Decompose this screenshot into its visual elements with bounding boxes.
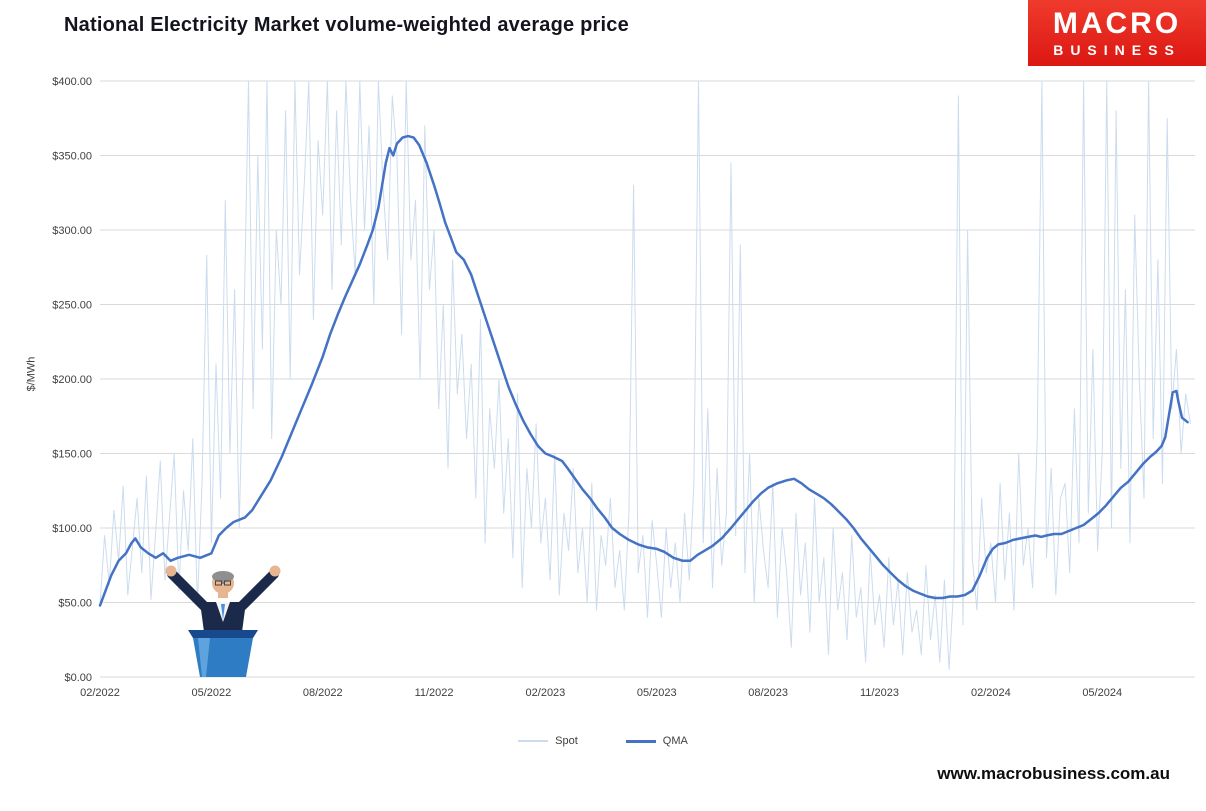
legend-item-qma: QMA bbox=[625, 735, 688, 747]
legend-swatch-spot bbox=[518, 740, 549, 742]
x-tick-label: 11/2022 bbox=[415, 687, 454, 699]
y-tick-label: $100.00 bbox=[52, 523, 92, 535]
x-tick-label: 05/2024 bbox=[1082, 687, 1122, 699]
legend-item-spot: Spot bbox=[518, 735, 578, 747]
website-url[interactable]: www.macrobusiness.com.au bbox=[937, 764, 1170, 783]
y-tick-label: $200.00 bbox=[52, 374, 92, 386]
y-tick-label: $50.00 bbox=[58, 598, 92, 610]
y-tick-label: $0.00 bbox=[64, 672, 92, 684]
logo-text-macro: MACRO bbox=[1052, 7, 1182, 40]
x-tick-label: 02/2024 bbox=[971, 687, 1011, 699]
series-spot bbox=[99, 80, 1191, 670]
y-tick-label: $400.00 bbox=[52, 76, 92, 88]
hand-right bbox=[269, 565, 281, 577]
series-qma bbox=[98, 134, 1189, 607]
y-tick-label: $350.00 bbox=[52, 151, 92, 163]
x-tick-label: 11/2023 bbox=[860, 687, 899, 699]
legend-label-qma: QMA bbox=[662, 735, 688, 747]
x-tick-label: 08/2022 bbox=[303, 687, 343, 699]
macrobusiness-logo: MACRO BUSINESS bbox=[1028, 0, 1206, 66]
x-tick-label: 05/2023 bbox=[637, 687, 677, 699]
logo-text-business: BUSINESS bbox=[1053, 42, 1181, 58]
hand-left bbox=[165, 565, 177, 577]
price-chart: $0.00 $50.00 $100.00 $150.00 $200.00 $250.00 $… bbox=[52, 76, 1195, 699]
y-tick-label: $250.00 bbox=[52, 300, 92, 312]
x-tick-label: 05/2022 bbox=[191, 687, 231, 699]
x-tick-label: 02/2022 bbox=[80, 687, 120, 699]
legend-label-spot: Spot bbox=[555, 735, 578, 747]
x-tick-label: 02/2023 bbox=[526, 687, 566, 699]
chart-legend: Spot QMA bbox=[0, 735, 1206, 747]
x-tick-label: 08/2023 bbox=[748, 687, 788, 699]
legend-swatch-qma bbox=[625, 739, 656, 743]
y-tick-label: $150.00 bbox=[52, 449, 92, 461]
lectern bbox=[188, 630, 258, 638]
page-title: National Electricity Market volume-weigh… bbox=[64, 14, 629, 36]
y-tick-label: $300.00 bbox=[52, 225, 92, 237]
albanese-speaker-illustration bbox=[165, 565, 281, 677]
